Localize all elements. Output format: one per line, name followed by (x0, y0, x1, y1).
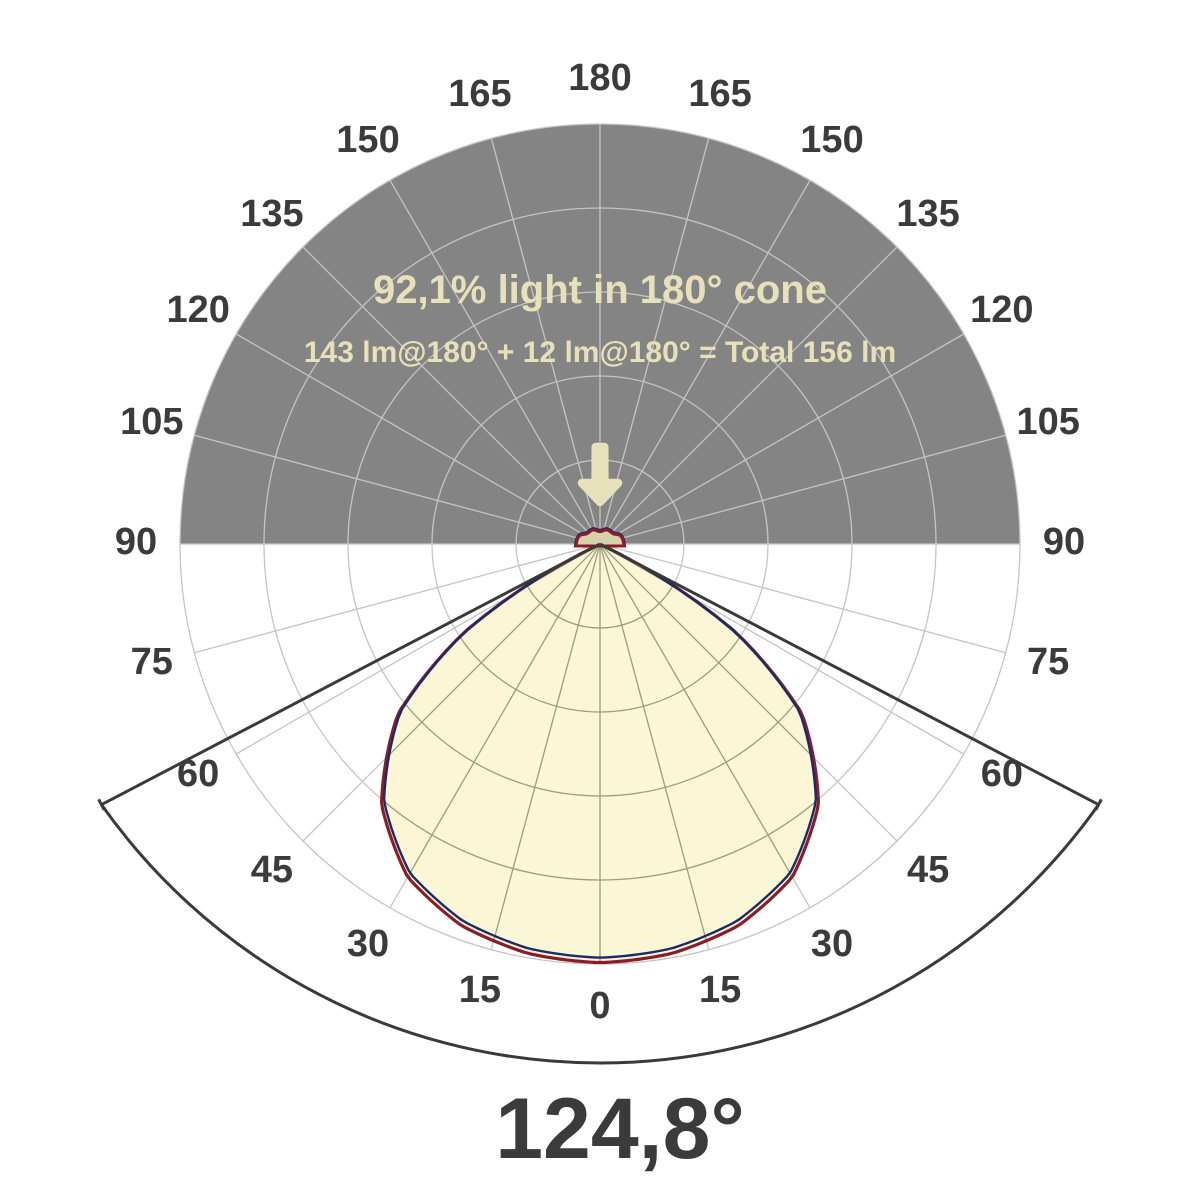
svg-text:75: 75 (131, 641, 173, 683)
svg-text:75: 75 (1027, 641, 1069, 683)
svg-text:120: 120 (166, 289, 229, 331)
svg-text:150: 150 (800, 119, 863, 161)
svg-text:120: 120 (970, 289, 1033, 331)
svg-text:30: 30 (347, 923, 389, 965)
svg-text:0: 0 (589, 985, 610, 1027)
svg-text:92,1% light in 180° cone: 92,1% light in 180° cone (373, 268, 827, 312)
svg-text:124,8°: 124,8° (495, 1081, 745, 1177)
svg-text:165: 165 (448, 73, 511, 115)
svg-text:135: 135 (896, 193, 959, 235)
svg-text:15: 15 (459, 969, 501, 1011)
svg-text:105: 105 (120, 401, 183, 443)
svg-text:150: 150 (336, 119, 399, 161)
svg-text:180: 180 (568, 57, 631, 99)
svg-text:105: 105 (1016, 401, 1079, 443)
svg-text:45: 45 (907, 849, 949, 891)
svg-text:165: 165 (688, 73, 751, 115)
svg-text:135: 135 (240, 193, 303, 235)
svg-text:15: 15 (699, 969, 741, 1011)
svg-text:143 lm@180° + 12 lm@180° = Tot: 143 lm@180° + 12 lm@180° = Total 156 lm (304, 336, 896, 369)
svg-text:60: 60 (981, 753, 1023, 795)
svg-text:90: 90 (1043, 521, 1085, 563)
svg-text:45: 45 (251, 849, 293, 891)
svg-text:30: 30 (811, 923, 853, 965)
svg-text:60: 60 (177, 753, 219, 795)
svg-text:90: 90 (115, 521, 157, 563)
